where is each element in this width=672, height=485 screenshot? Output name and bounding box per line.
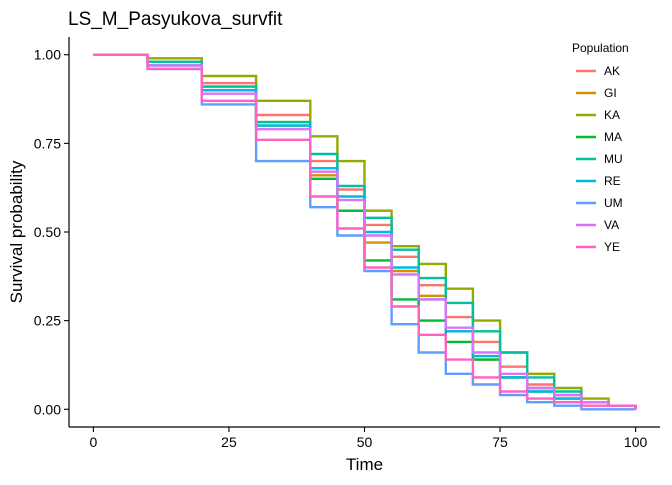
chart-title: LS_M_Pasyukova_survfit	[68, 9, 283, 30]
x-ticks: 0 25 50 75 100	[90, 427, 648, 450]
y-tick-label: 0.00	[34, 401, 61, 417]
legend-label-gi: GI	[604, 86, 617, 100]
y-tick-label: 0.25	[34, 313, 61, 329]
series-layer	[93, 53, 637, 411]
y-tick-label: 0.75	[34, 135, 61, 151]
y-ticks: 0.00 0.25 0.50 0.75 1.00	[34, 47, 69, 417]
y-axis-label: Survival probability	[7, 160, 26, 303]
legend: Population AK GI KA MA MU RE UM VA YE	[572, 41, 629, 254]
legend-label-re: RE	[604, 174, 621, 188]
x-axis-label: Time	[346, 455, 383, 474]
legend-items: AK GI KA MA MU RE UM VA YE	[576, 64, 623, 254]
legend-label-ka: KA	[604, 108, 620, 122]
legend-label-va: VA	[604, 218, 619, 232]
y-tick-label: 0.50	[34, 224, 61, 240]
legend-label-ak: AK	[604, 64, 620, 78]
x-tick-label: 25	[221, 434, 237, 450]
x-tick-label: 50	[357, 434, 373, 450]
x-tick-label: 75	[492, 434, 508, 450]
y-tick-label: 1.00	[34, 47, 61, 63]
legend-title: Population	[572, 41, 629, 55]
series-line-ye	[93, 53, 637, 410]
x-tick-label: 100	[624, 434, 648, 450]
legend-label-mu: MU	[604, 152, 623, 166]
x-tick-label: 0	[90, 434, 98, 450]
legend-label-ye: YE	[604, 240, 620, 254]
legend-label-um: UM	[604, 196, 623, 210]
legend-label-ma: MA	[604, 130, 622, 144]
